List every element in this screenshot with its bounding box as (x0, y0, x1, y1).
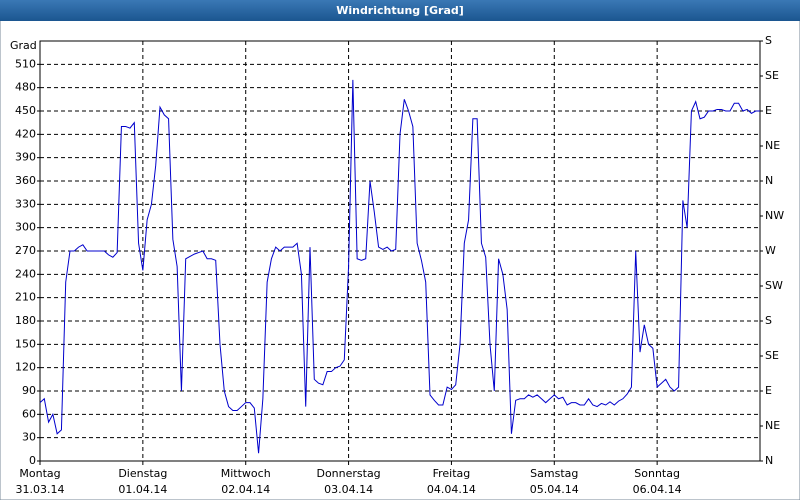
y2-tick-label: SW (765, 279, 783, 292)
y2-tick-label: SE (765, 349, 779, 362)
y-tick-label: 240 (15, 267, 36, 280)
y2-tick-label: S (765, 314, 772, 327)
y-tick-label: 450 (15, 104, 36, 117)
title-bar (0, 0, 800, 21)
x-tick-label: Montag (19, 467, 60, 480)
x-tick-date: 01.04.14 (118, 483, 167, 496)
x-tick-date: 02.04.14 (221, 483, 270, 496)
x-tick-date: 03.04.14 (324, 483, 373, 496)
y-tick-label: 210 (15, 291, 36, 304)
y-tick-label: 60 (22, 407, 36, 420)
y2-tick-label: N (765, 174, 773, 187)
y-tick-label: 0 (29, 454, 36, 467)
x-tick-label: Sonntag (634, 467, 680, 480)
y-tick-label: 480 (15, 81, 36, 94)
y2-tick-label: SE (765, 69, 779, 82)
x-tick-date: 06.04.14 (633, 483, 682, 496)
chart-title: Windrichtung [Grad] (336, 4, 464, 17)
y-tick-label: 390 (15, 151, 36, 164)
x-tick-label: Samstag (530, 467, 578, 480)
y-tick-label: 330 (15, 197, 36, 210)
y-tick-label: 180 (15, 314, 36, 327)
y-tick-label: 270 (15, 244, 36, 257)
plot-border (39, 40, 761, 462)
y-tick-label: 360 (15, 174, 36, 187)
y2-tick-label: NE (765, 139, 780, 152)
y-tick-label: 150 (15, 337, 36, 350)
y2-tick-label: E (765, 104, 772, 117)
x-tick-date: 05.04.14 (530, 483, 579, 496)
y-tick-label: 90 (22, 384, 36, 397)
y-tick-label: 120 (15, 361, 36, 374)
y-tick-label: 30 (22, 431, 36, 444)
y2-tick-label: W (765, 244, 776, 257)
y2-tick-label: N (765, 454, 773, 467)
x-tick-date: 04.04.14 (427, 483, 476, 496)
y2-tick-label: S (765, 34, 772, 47)
data-line (39, 79, 760, 454)
y-tick-label: 300 (15, 221, 36, 234)
y2-tick-label: E (765, 384, 772, 397)
x-tick-date: 31.03.14 (16, 483, 65, 496)
x-tick-label: Freitag (433, 467, 471, 480)
y-axis-label: Grad (10, 39, 37, 52)
x-tick-label: Donnerstag (316, 467, 380, 480)
x-tick-label: Mittwoch (221, 467, 271, 480)
y2-tick-label: NE (765, 419, 780, 432)
x-tick-label: Dienstag (118, 467, 167, 480)
y-tick-label: 510 (15, 57, 36, 70)
y2-tick-label: NW (765, 209, 784, 222)
y-tick-label: 420 (15, 127, 36, 140)
